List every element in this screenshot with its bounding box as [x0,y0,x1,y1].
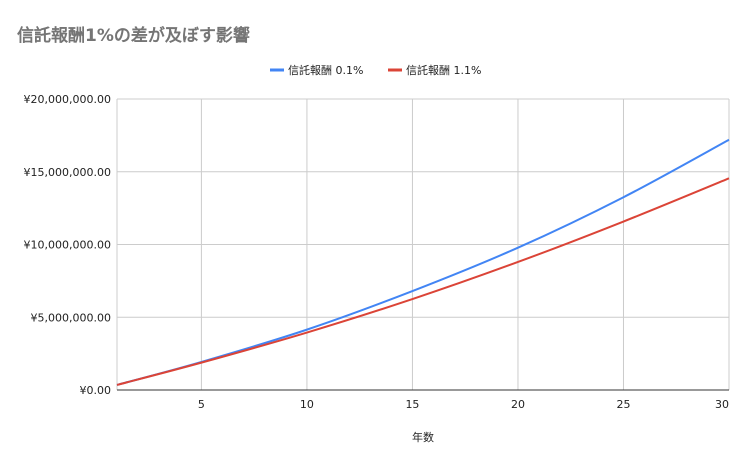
y-axis-ticks: ¥0.00 ¥5,000,000.00 ¥10,000,000.00 ¥15,000,… [24,93,111,397]
y-tick-label: ¥0.00 [80,384,112,397]
legend-label-0: 信託報酬 0.1% [288,63,363,77]
x-axis-title: 年数 [412,430,434,444]
legend-label-1: 信託報酬 1.1% [406,63,481,77]
x-tick-label: 5 [198,398,205,411]
series-line-0 [116,138,730,386]
x-tick-label: 20 [511,398,525,411]
y-tick-label: ¥10,000,000.00 [24,239,111,252]
x-tick-label: 10 [300,398,314,411]
x-tick-label: 30 [715,398,729,411]
series-line-1 [116,177,730,386]
gridlines [116,98,730,390]
y-tick-label: ¥20,000,000.00 [24,93,111,106]
y-tick-label: ¥5,000,000.00 [31,311,111,324]
chart-title: 信託報酬1%の差が及ぼす影響 [17,25,250,46]
x-tick-label: 15 [405,398,419,411]
x-tick-label: 25 [616,398,630,411]
y-tick-label: ¥15,000,000.00 [24,166,111,179]
x-axis-ticks: 5 10 15 20 25 30 [198,398,729,411]
legend: 信託報酬 0.1% 信託報酬 1.1% [270,63,481,77]
series-lines [116,138,730,386]
